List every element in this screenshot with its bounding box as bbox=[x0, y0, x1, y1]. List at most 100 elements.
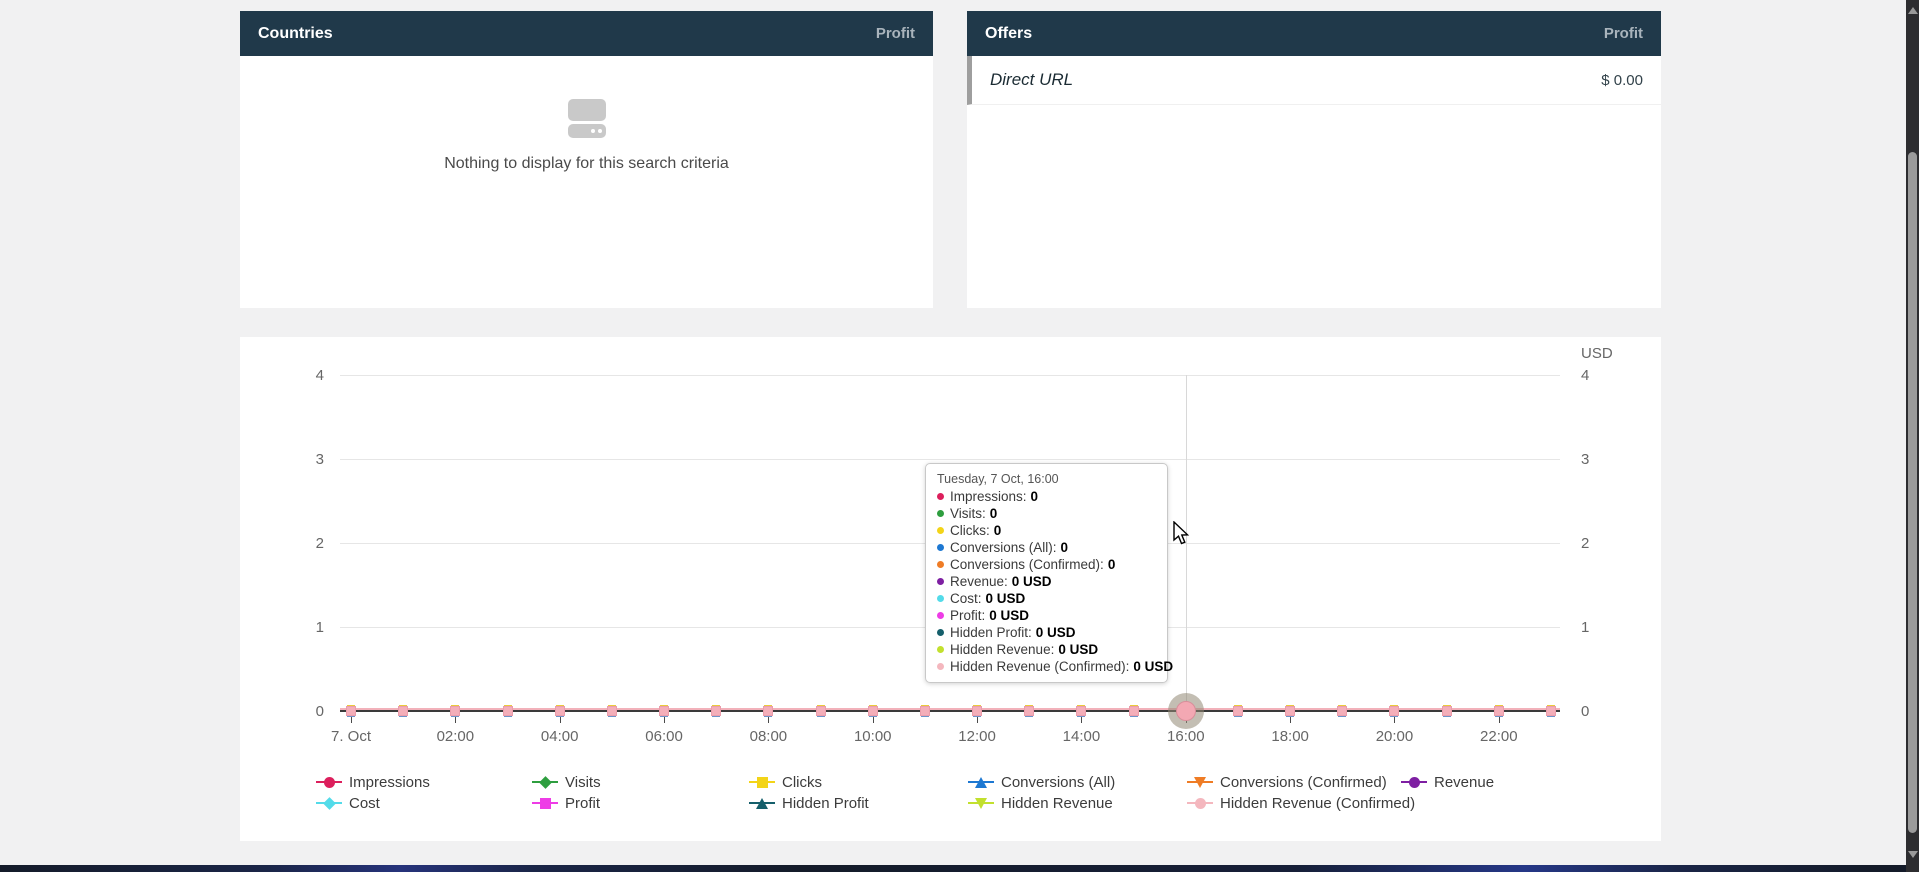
data-point-marker[interactable] bbox=[398, 706, 409, 716]
legend-item[interactable]: Visits bbox=[532, 773, 601, 791]
y-axis-label-left: 1 bbox=[315, 619, 324, 636]
offer-profit-value: $ 0.00 bbox=[1601, 71, 1643, 89]
legend-label: Conversions (All) bbox=[1001, 773, 1116, 791]
x-axis-label: 7. Oct bbox=[330, 728, 372, 745]
legend-item[interactable]: Clicks bbox=[749, 773, 822, 791]
triangle-marker-icon bbox=[749, 795, 775, 811]
data-point-marker[interactable] bbox=[1546, 706, 1556, 716]
series-color-bullet-icon bbox=[937, 544, 944, 551]
data-point-marker[interactable] bbox=[1285, 706, 1296, 716]
x-axis-tick bbox=[664, 713, 666, 723]
x-axis-label: 08:00 bbox=[749, 728, 788, 745]
data-point-marker[interactable] bbox=[1493, 706, 1504, 716]
countries-metric-label: Profit bbox=[875, 25, 915, 42]
tooltip-row: Cost: 0 USD bbox=[937, 590, 1156, 607]
x-axis-tick bbox=[768, 713, 770, 723]
data-point-marker[interactable] bbox=[1232, 706, 1243, 716]
data-point-marker[interactable] bbox=[659, 706, 670, 716]
tooltip-row: Hidden Revenue (Confirmed): 0 USD bbox=[937, 658, 1173, 675]
x-axis-tick bbox=[559, 713, 561, 723]
series-color-bullet-icon bbox=[937, 663, 944, 670]
data-point-marker[interactable] bbox=[606, 706, 617, 716]
tooltip-row: Conversions (All): 0 bbox=[937, 539, 1156, 556]
data-point-marker[interactable] bbox=[1128, 706, 1139, 716]
legend-label: Clicks bbox=[782, 773, 822, 791]
data-point-marker[interactable] bbox=[1076, 706, 1087, 716]
tooltip-row: Impressions: 0 bbox=[937, 488, 1156, 505]
offer-row-direct-url[interactable]: Direct URL $ 0.00 bbox=[967, 56, 1661, 105]
offers-panel-header: Offers Profit bbox=[967, 11, 1661, 56]
legend-item[interactable]: Impressions bbox=[316, 773, 430, 791]
x-axis-tick bbox=[1290, 713, 1292, 723]
data-point-marker[interactable] bbox=[711, 706, 722, 716]
legend-label: Revenue bbox=[1434, 773, 1495, 791]
data-point-marker[interactable] bbox=[1389, 706, 1400, 716]
x-axis-tick bbox=[1081, 713, 1083, 723]
scroll-up-icon[interactable] bbox=[1907, 7, 1918, 14]
diamond-marker-icon bbox=[316, 795, 342, 811]
legend-item[interactable]: Hidden Profit bbox=[749, 795, 869, 812]
data-point-marker[interactable] bbox=[1024, 706, 1035, 716]
offers-panel: Offers Profit Direct URL $ 0.00 bbox=[967, 11, 1661, 308]
tooltip-row: Revenue: 0 USD bbox=[937, 573, 1156, 590]
data-point-marker[interactable] bbox=[1337, 706, 1348, 716]
hovered-data-point[interactable] bbox=[1175, 701, 1196, 721]
plot-area[interactable]: USD Tuesday, 7 Oct, 16:00 Impressions: 0 V… bbox=[240, 337, 1661, 841]
series-color-bullet-icon bbox=[937, 510, 944, 517]
square-marker-icon bbox=[532, 795, 558, 811]
legend-label: Hidden Revenue bbox=[1001, 794, 1113, 812]
vertical-scrollbar[interactable] bbox=[1906, 0, 1919, 872]
square-marker-icon bbox=[749, 774, 775, 790]
data-point-marker[interactable] bbox=[450, 706, 461, 716]
no-data-icon bbox=[567, 99, 607, 141]
circle-marker-icon bbox=[1187, 795, 1213, 811]
y-axis-unit-label: USD bbox=[1581, 345, 1613, 362]
y-axis-label-left: 2 bbox=[315, 535, 324, 552]
legend-item[interactable]: Conversions (All) bbox=[968, 773, 1116, 791]
legend-item[interactable]: Hidden Revenue (Confirmed) bbox=[1187, 794, 1416, 812]
x-axis-label: 18:00 bbox=[1271, 728, 1309, 745]
offers-metric-label: Profit bbox=[1603, 25, 1643, 42]
triangle-marker-icon bbox=[968, 774, 994, 790]
x-axis-label: 20:00 bbox=[1375, 728, 1414, 745]
y-axis-label-right: 3 bbox=[1581, 451, 1590, 468]
legend-label: Hidden Revenue (Confirmed) bbox=[1220, 794, 1416, 812]
data-point-marker[interactable] bbox=[815, 706, 826, 716]
circle-marker-icon bbox=[316, 774, 342, 790]
scrollbar-thumb[interactable] bbox=[1908, 152, 1917, 833]
data-point-marker[interactable] bbox=[346, 706, 356, 716]
legend-item[interactable]: Profit bbox=[532, 795, 600, 812]
series-color-bullet-icon bbox=[937, 578, 944, 585]
x-axis-label: 04:00 bbox=[540, 728, 579, 745]
tooltip-row: Hidden Profit: 0 USD bbox=[937, 624, 1156, 641]
data-point-marker[interactable] bbox=[1441, 706, 1452, 716]
x-axis-tick bbox=[351, 713, 352, 723]
data-point-marker[interactable] bbox=[867, 706, 878, 716]
series-color-bullet-icon bbox=[937, 629, 944, 636]
legend-label: Conversions (Confirmed) bbox=[1220, 773, 1387, 791]
data-point-marker[interactable] bbox=[554, 706, 565, 716]
data-point-marker[interactable] bbox=[502, 706, 513, 716]
tooltip-row: Clicks: 0 bbox=[937, 522, 1156, 539]
triangle-down-marker-icon bbox=[968, 795, 994, 811]
legend-label: Visits bbox=[565, 773, 601, 791]
x-axis-tick bbox=[977, 713, 979, 723]
data-point-marker[interactable] bbox=[763, 706, 774, 716]
x-axis-label: 10:00 bbox=[853, 728, 892, 745]
series-color-bullet-icon bbox=[937, 493, 944, 500]
legend-item[interactable]: Revenue bbox=[1401, 773, 1495, 791]
x-axis-label: 22:00 bbox=[1480, 728, 1518, 745]
legend-item[interactable]: Cost bbox=[316, 795, 380, 812]
series-color-bullet-icon bbox=[937, 527, 944, 534]
bottom-edge-bar bbox=[0, 865, 1906, 872]
scroll-down-icon[interactable] bbox=[1907, 851, 1918, 858]
legend-label: Impressions bbox=[349, 773, 430, 791]
data-point-marker[interactable] bbox=[972, 706, 983, 716]
data-point-marker[interactable] bbox=[919, 706, 930, 716]
chart-card: USD Tuesday, 7 Oct, 16:00 Impressions: 0 V… bbox=[240, 337, 1661, 841]
legend-item[interactable]: Conversions (Confirmed) bbox=[1187, 773, 1387, 791]
offer-name[interactable]: Direct URL bbox=[990, 70, 1074, 89]
tooltip-row: Visits: 0 bbox=[937, 505, 1156, 522]
legend-item[interactable]: Hidden Revenue bbox=[968, 794, 1113, 812]
diamond-marker-icon bbox=[532, 774, 558, 790]
